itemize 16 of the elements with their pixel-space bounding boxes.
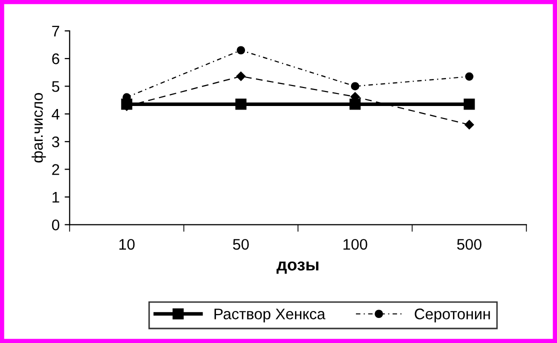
- x-tick-label: 500: [457, 238, 482, 250]
- y-axis-title: фаг.число: [32, 93, 46, 162]
- y-tick-label: 7: [52, 26, 60, 36]
- y-tick-label: 5: [52, 81, 60, 92]
- x-tick-label: 50: [233, 238, 249, 250]
- y-tick-label: 0: [52, 220, 60, 230]
- y-tick-label: 1: [52, 192, 60, 203]
- legend-label: Серотонин: [414, 308, 490, 322]
- y-tick-label: 4: [52, 108, 60, 120]
- x-tick-label: 100: [344, 238, 368, 250]
- x-tick-label: 10: [119, 238, 135, 250]
- x-axis-title: дозы: [276, 261, 318, 274]
- y-tick-label: 6: [52, 53, 60, 64]
- legend-label: Раствор Хенкса: [214, 308, 326, 322]
- y-tick-label: 2: [52, 164, 60, 175]
- y-tick-label: 3: [52, 136, 60, 148]
